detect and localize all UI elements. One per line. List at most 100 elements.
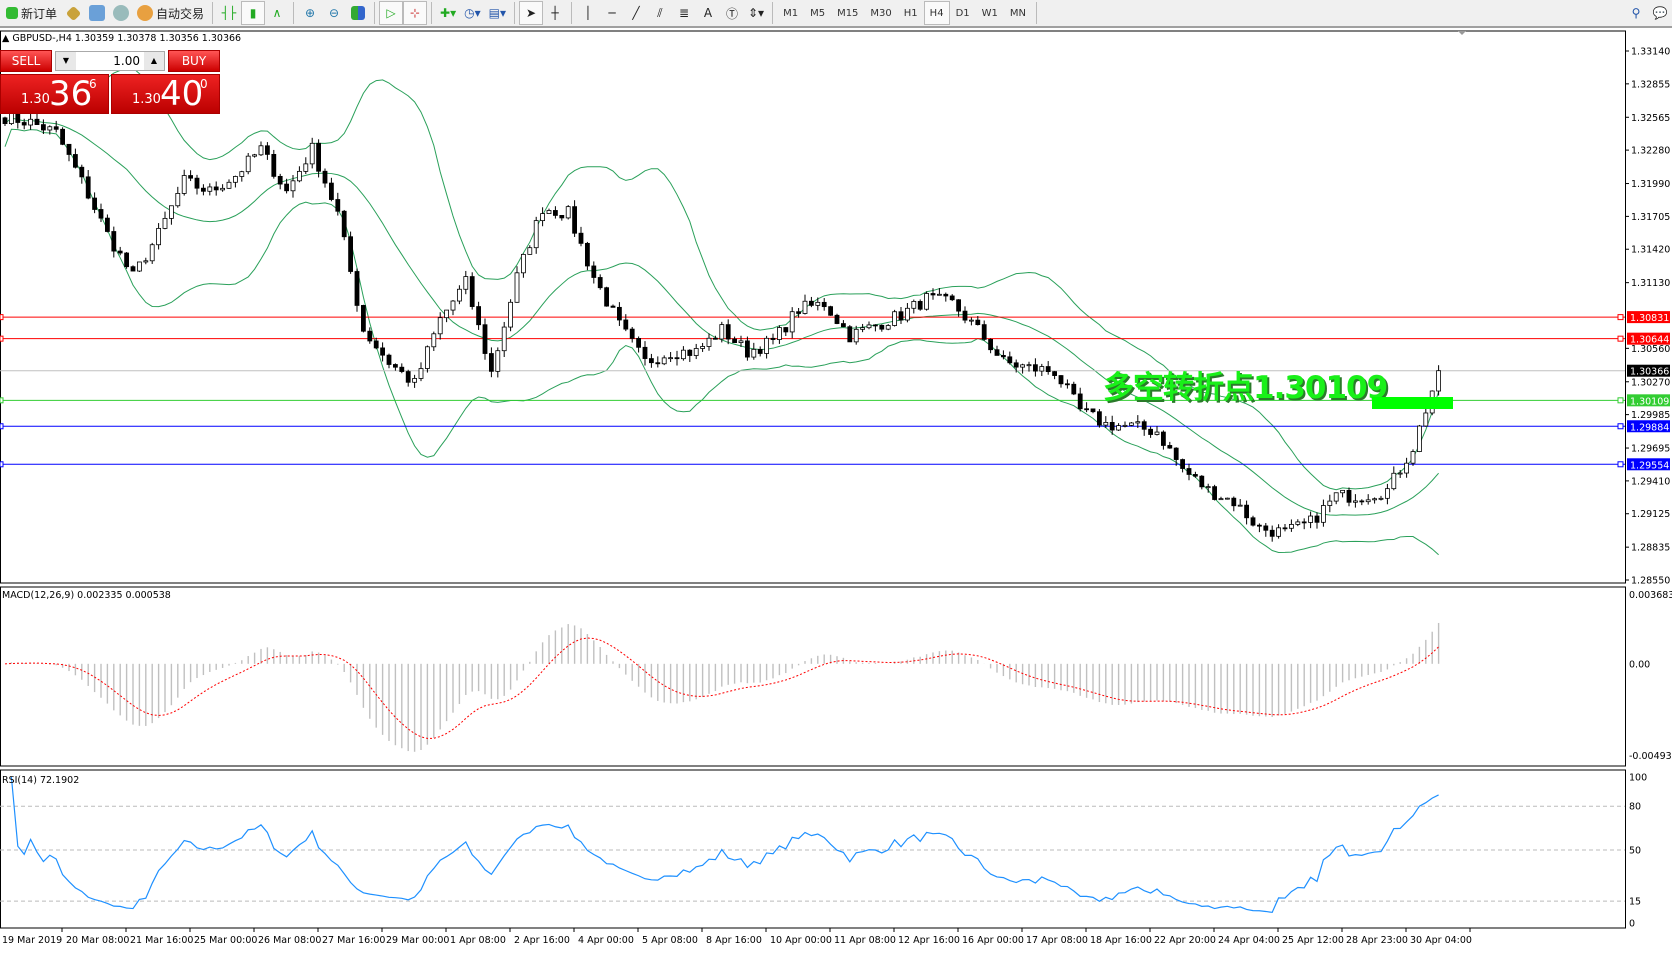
signals-button[interactable] (109, 1, 133, 25)
cursor-button[interactable]: ➤ (518, 1, 543, 25)
timeframe-d1[interactable]: D1 (955, 7, 970, 19)
tile-windows-button[interactable] (346, 1, 370, 25)
trendline-button[interactable]: ╱ (624, 1, 648, 25)
sell-button[interactable]: SELL (0, 50, 52, 72)
trendline-icon: ╱ (632, 6, 640, 20)
timeframe-m30[interactable]: M30 (870, 7, 892, 19)
level-handle[interactable] (1617, 423, 1624, 430)
volume-value[interactable]: 1.00 (113, 54, 140, 68)
chat-button[interactable]: 💬 (1648, 1, 1672, 25)
chart-window[interactable]: 1.30831 1.30644 1.30366 1.30109 1.29884 1.295… (0, 30, 1672, 951)
vertical-line-button[interactable]: │ (576, 1, 600, 25)
candle (501, 326, 507, 352)
price-tick-label: 1.32855 (1631, 79, 1670, 90)
candle (1397, 472, 1403, 475)
indicators-button[interactable]: ✚▾ (436, 1, 460, 25)
chart-shift-marker[interactable] (1458, 31, 1466, 35)
candle (450, 300, 456, 311)
auto-scroll-button[interactable]: ▷ (379, 1, 404, 25)
candle (85, 176, 91, 199)
price-tick-label: 1.32280 (1631, 146, 1670, 157)
search-button[interactable]: ⚲ (1624, 1, 1648, 25)
volume-field[interactable]: ▼ 1.00 ▲ (55, 51, 165, 71)
sell-price[interactable]: 1.30 36 6 (0, 74, 109, 114)
chart-shift-icon: ⊹ (410, 6, 421, 20)
timeframe-w1[interactable]: W1 (981, 7, 998, 19)
chart-canvas[interactable]: 1.30831 1.30644 1.30366 1.30109 1.29884 1.295… (0, 30, 1672, 951)
rsi-tick-label: 80 (1629, 802, 1641, 813)
buy-button[interactable]: BUY (168, 50, 220, 72)
candle (2, 117, 8, 125)
separator (570, 2, 572, 24)
candle (392, 364, 398, 368)
candlestick-button[interactable]: ▮ (241, 1, 266, 25)
timeframe-m1[interactable]: M1 (783, 7, 799, 19)
text-label-button[interactable]: Ⓣ (720, 1, 744, 25)
level-handle[interactable] (1617, 461, 1624, 468)
candle (271, 153, 277, 177)
navigator-button[interactable] (85, 1, 109, 25)
pivot-marker[interactable] (1372, 397, 1453, 409)
bollinger-upper (4, 66, 1440, 491)
volume-down-button[interactable]: ▼ (56, 52, 76, 70)
candle (706, 337, 712, 347)
line-chart-button[interactable]: ∧ (265, 1, 289, 25)
candle (1065, 383, 1070, 386)
candle (1007, 356, 1013, 364)
candle (687, 349, 693, 356)
chart-shift-button[interactable]: ⊹ (403, 1, 428, 25)
candle (1308, 515, 1313, 523)
candle (1436, 370, 1441, 392)
zoom-out-button[interactable]: ⊖ (322, 1, 346, 25)
level-handle[interactable] (0, 314, 4, 321)
buy-price[interactable]: 1.30 40 0 (111, 74, 220, 114)
level-price-tag (1627, 458, 1670, 471)
bar-chart-button[interactable]: ┤├ (217, 1, 241, 25)
fibonacci-button[interactable]: ≣ (672, 1, 696, 25)
navigator-icon (89, 5, 106, 21)
clock-icon: ◷▾ (464, 6, 481, 20)
timeframe-h1[interactable]: H1 (903, 7, 918, 19)
level-handle[interactable] (0, 335, 4, 342)
timeframe-m5[interactable]: M5 (810, 7, 826, 19)
separator (212, 2, 214, 24)
candle (431, 333, 437, 348)
text-button[interactable]: A (696, 1, 720, 25)
price-pane[interactable] (0, 30, 1626, 584)
candle (905, 307, 910, 321)
candle (341, 210, 347, 238)
arrows-button[interactable]: ⇕▾ (744, 1, 768, 25)
candle (424, 346, 430, 369)
timeframe-mn[interactable]: MN (1009, 7, 1026, 19)
candle (117, 250, 123, 254)
periods-button[interactable]: ◷▾ (460, 1, 485, 25)
market-watch-button[interactable] (61, 1, 85, 25)
channel-button[interactable]: ⫽ (648, 1, 672, 25)
templates-button[interactable]: ▤▾ (485, 1, 510, 25)
candle (629, 328, 635, 339)
auto-trading-button[interactable]: 自动交易 (133, 1, 208, 25)
volume-up-button[interactable]: ▲ (144, 52, 164, 70)
level-handle[interactable] (1617, 335, 1624, 342)
level-handle[interactable] (0, 423, 4, 430)
candle (1404, 462, 1409, 474)
pivot-annotation[interactable]: 多空转折点1.30109 (1103, 370, 1388, 406)
level-price-label: 1.30366 (1630, 367, 1669, 378)
timeframe-m15[interactable]: M15 (837, 7, 859, 19)
level-handle[interactable] (1617, 314, 1624, 321)
level-handle[interactable] (0, 461, 4, 468)
candle (1135, 421, 1141, 424)
rsi-tick-label: 0 (1629, 919, 1635, 930)
macd-pane[interactable] (0, 586, 1626, 767)
rsi-pane[interactable] (0, 769, 1626, 929)
crosshair-button[interactable]: ┼ (543, 1, 567, 25)
horizontal-line-button[interactable]: ─ (600, 1, 624, 25)
diamond-icon (65, 5, 81, 21)
level-handle[interactable] (0, 397, 4, 404)
candle (1237, 504, 1243, 507)
new-order-button[interactable]: 新订单 (2, 1, 61, 25)
zoom-in-button[interactable]: ⊕ (298, 1, 322, 25)
separator (293, 2, 295, 24)
level-handle[interactable] (1617, 397, 1624, 404)
timeframe-h4[interactable]: H4 (923, 1, 950, 25)
